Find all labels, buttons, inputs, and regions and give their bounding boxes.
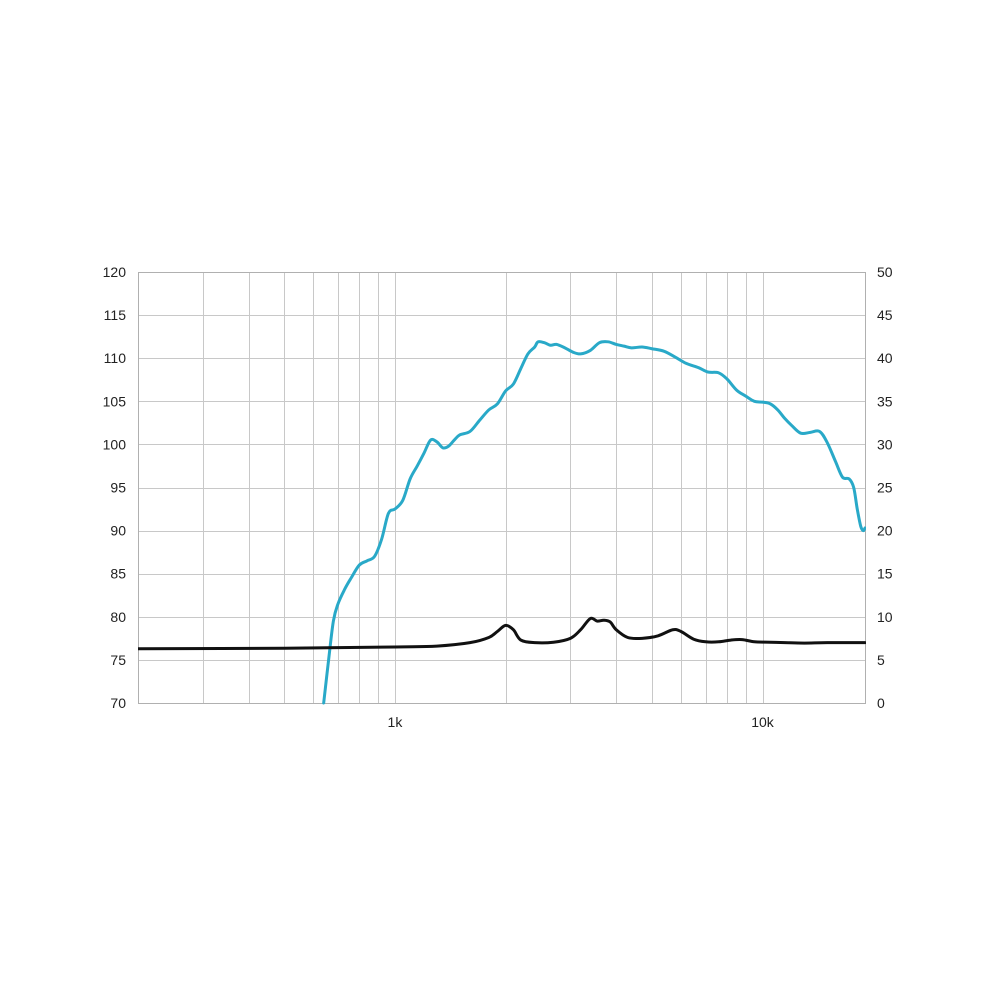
y2-tick-label: 50 [877, 264, 893, 280]
y2-tick-label: 10 [877, 609, 893, 625]
x-tick-label: 10k [751, 714, 775, 730]
y2-tick-label: 30 [877, 436, 893, 452]
y-tick-label: 80 [110, 609, 126, 625]
y2-tick-label: 25 [877, 480, 893, 496]
y-tick-label: 95 [110, 480, 126, 496]
y-tick-label: 70 [110, 695, 126, 711]
y2-tick-label: 15 [877, 566, 893, 582]
series-line-right-axis [138, 616, 866, 651]
y-tick-label: 120 [103, 264, 127, 280]
plot-frame [138, 272, 866, 704]
y2-tick-label: 20 [877, 523, 893, 539]
y2-tick-label: 45 [877, 307, 893, 323]
chart-grid [138, 272, 866, 704]
y-tick-label: 115 [104, 307, 127, 323]
y-tick-label: 90 [110, 523, 126, 539]
chart-tick-labels: 70 75 80 85 90 95 100 105 110 115 120 0 5 10 15 20 25 30 3… [103, 264, 893, 730]
y-tick-label: 85 [110, 566, 126, 582]
y2-tick-label: 35 [877, 393, 893, 409]
y2-tick-label: 5 [877, 652, 885, 668]
series-line-left-axis [322, 340, 866, 705]
x-tick-label: 1k [388, 714, 404, 730]
y-tick-label: 100 [103, 436, 127, 452]
chart-series [138, 340, 866, 705]
y-tick-label: 105 [103, 393, 127, 409]
y-tick-label: 110 [104, 350, 127, 366]
y2-tick-label: 40 [877, 350, 893, 366]
y2-tick-label: 0 [877, 695, 885, 711]
y-tick-label: 75 [110, 652, 126, 668]
